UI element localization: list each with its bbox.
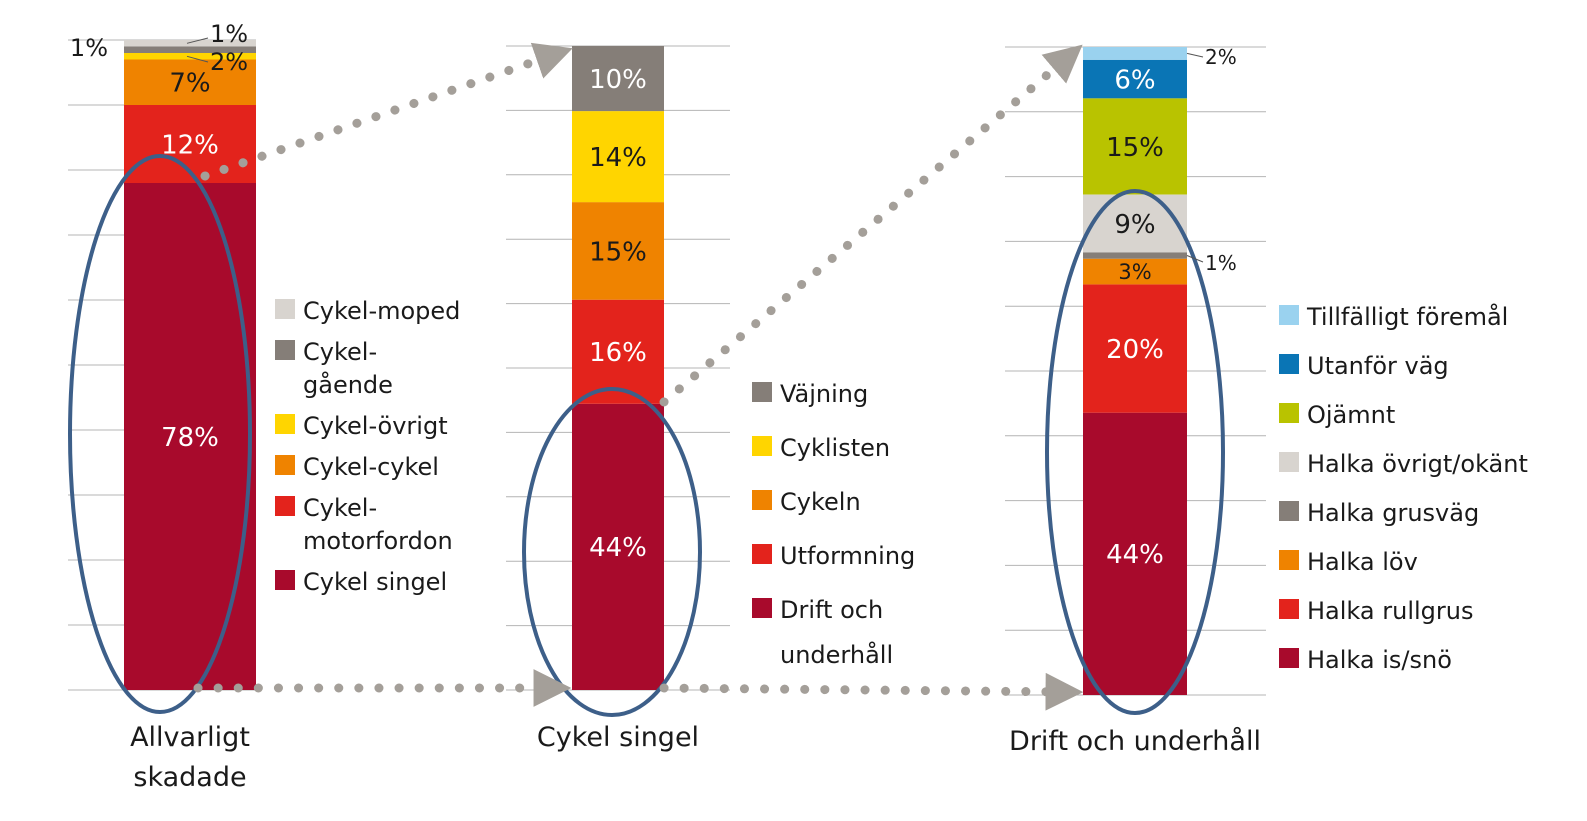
- bar-segment: [124, 46, 256, 53]
- bar-segment: [572, 111, 664, 203]
- legend-label: Cykel singel: [303, 568, 447, 596]
- data-label: 1%: [210, 20, 248, 48]
- bars: [124, 40, 1187, 695]
- bar-segment: [1083, 59, 1187, 99]
- data-label: 12%: [161, 130, 219, 160]
- bar-segment: [572, 46, 664, 112]
- legend-swatch: [1279, 305, 1299, 325]
- bar-segment: [1083, 47, 1187, 60]
- legend-label: Halka löv: [1307, 548, 1418, 576]
- data-label: 7%: [169, 69, 210, 99]
- leader-line: [1186, 52, 1204, 58]
- data-label: 6%: [1114, 65, 1155, 95]
- legend-label: Halka rullgrus: [1307, 597, 1473, 625]
- legend-label: Cykel-: [303, 338, 377, 366]
- legend-swatch: [752, 490, 772, 510]
- data-label: 78%: [161, 423, 219, 453]
- flow-arrow: [659, 44, 1083, 407]
- data-label: 20%: [1106, 335, 1164, 365]
- legend-label: motorfordon: [303, 527, 453, 555]
- bar-segment: [1083, 252, 1187, 259]
- legend-swatch: [275, 455, 295, 475]
- legend-swatch: [752, 382, 772, 402]
- legend-label: Ojämnt: [1307, 401, 1395, 429]
- data-labels: 78% 12% 7% 44% 16% 15% 14% 10% 44% 20% 3% 9% 15% 6% 2%…: [70, 20, 1237, 570]
- legend-swatch: [752, 544, 772, 564]
- data-label: 2%: [1205, 45, 1237, 69]
- legend-label: Halka is/snö: [1307, 646, 1452, 674]
- category-label: Cykel singel: [537, 722, 699, 753]
- category-labels: Allvarligt skadade Cykel singel Drift och u…: [130, 722, 1261, 793]
- legend-swatch: [275, 496, 295, 516]
- legend-label: Cykeln: [780, 488, 861, 516]
- legend-label: Cykel-: [303, 494, 377, 522]
- bar-segment: [1083, 98, 1187, 195]
- bar-segment: [124, 59, 256, 105]
- data-label: 1%: [70, 34, 108, 62]
- highlight-ellipse: [1045, 189, 1225, 715]
- legend-swatch: [275, 414, 295, 434]
- legend-label: Halka grusväg: [1307, 499, 1479, 527]
- legend-label: Drift och: [780, 596, 883, 624]
- legend-label: underhåll: [780, 640, 893, 669]
- bar-segment: [124, 40, 256, 47]
- data-label: 44%: [589, 533, 647, 563]
- legend-swatch: [1279, 599, 1299, 619]
- legend-swatch: [1279, 403, 1299, 423]
- highlight-ellipse: [68, 154, 252, 714]
- data-label: 44%: [1106, 540, 1164, 570]
- category-label: Drift och underhåll: [1009, 726, 1261, 757]
- data-label: 15%: [1106, 133, 1164, 163]
- bar-segment: [124, 53, 256, 60]
- legend-label: Tillfälligt föremål: [1306, 302, 1508, 331]
- legend-swatch: [1279, 452, 1299, 472]
- legend-label: gående: [303, 370, 393, 399]
- legend-swatch: [1279, 550, 1299, 570]
- data-label: 9%: [1114, 210, 1155, 240]
- bar-segment: [1083, 284, 1187, 413]
- leader-line: [1186, 255, 1204, 263]
- highlight-ellipses: [68, 154, 1225, 717]
- legend-swatch: [752, 598, 772, 618]
- leader-line: [186, 55, 209, 63]
- highlight-ellipse: [522, 387, 702, 717]
- data-label: 2%: [210, 48, 248, 76]
- category-label: skadade: [133, 762, 246, 793]
- legend-swatch: [275, 340, 295, 360]
- data-label: 16%: [589, 338, 647, 368]
- bar-segment: [572, 202, 664, 300]
- legend-label: Utanför väg: [1307, 352, 1449, 380]
- data-label: 1%: [1205, 251, 1237, 275]
- data-label: 15%: [589, 237, 647, 267]
- legend-swatch: [275, 570, 295, 590]
- data-label: 14%: [589, 143, 647, 173]
- legend-swatch: [1279, 501, 1299, 521]
- legends: Cykel-moped Cykel-gående Cykel-övrigt Cykel…: [275, 297, 1528, 674]
- bar-segment: [572, 299, 664, 404]
- bar-segment: [572, 403, 664, 690]
- legend-swatch: [752, 436, 772, 456]
- flow-arrows: [193, 42, 1084, 711]
- flow-arrow: [659, 672, 1084, 711]
- data-label: 10%: [589, 65, 647, 95]
- legend-label: Cyklisten: [780, 434, 890, 462]
- legend-swatch: [1279, 648, 1299, 668]
- legend-label: Cykel-cykel: [303, 453, 439, 481]
- leader-line: [186, 37, 209, 44]
- bar-segment: [1083, 258, 1187, 285]
- bar-segment: [1083, 412, 1187, 695]
- legend-label: Utformning: [780, 542, 915, 570]
- legend-label: Halka övrigt/okänt: [1307, 450, 1528, 478]
- category-label: Allvarligt: [130, 722, 250, 753]
- legend-swatch: [1279, 354, 1299, 374]
- data-label: 3%: [1118, 260, 1151, 284]
- legend-label: Cykel-moped: [303, 297, 460, 325]
- flow-arrow: [200, 42, 573, 181]
- legend-swatch: [275, 299, 295, 319]
- legend-label: Cykel-övrigt: [303, 412, 448, 440]
- bar-segment: [1083, 194, 1187, 253]
- legend-label: Väjning: [780, 380, 868, 408]
